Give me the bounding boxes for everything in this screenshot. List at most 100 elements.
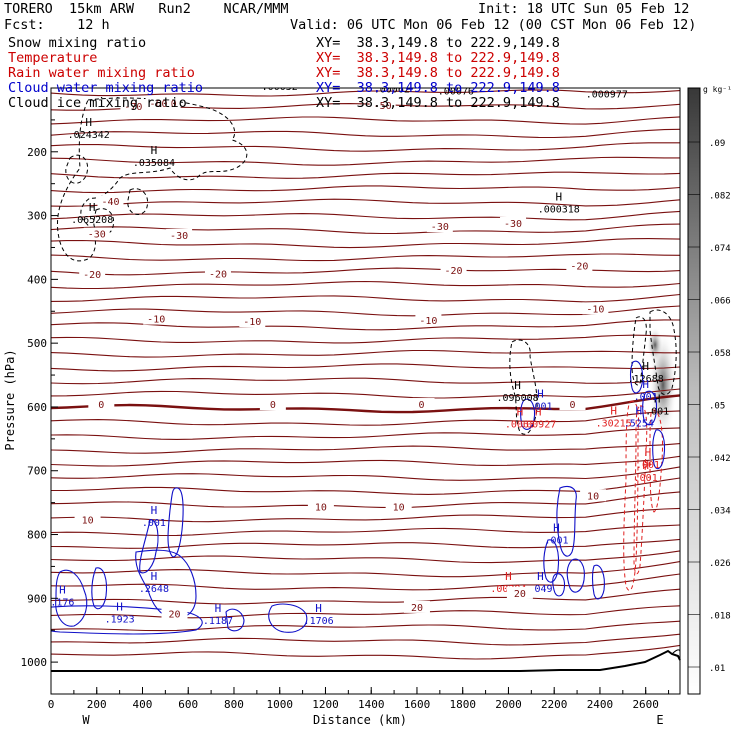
max-value-label: .5254 xyxy=(624,419,654,430)
temperature-label: -70 xyxy=(124,102,142,113)
colorbar-label: .074 xyxy=(709,244,731,254)
isotherm xyxy=(51,377,680,385)
max-value-label: .001 xyxy=(636,460,660,471)
legend-temperature: Temperature xyxy=(8,50,98,66)
temp-label-bg xyxy=(259,398,286,411)
temp-label-bg xyxy=(566,259,593,272)
temperature-labels: 0 0 0 0 -10 -10 -10 -10 10 10 10 10 20 20 20 -20 -20 -20 -… xyxy=(74,96,609,620)
max-marker: H xyxy=(315,602,322,615)
colorbar-label: .018 xyxy=(709,612,731,622)
colorbar-unit: g kg⁻¹ xyxy=(703,85,732,94)
max-value-label: .176 xyxy=(50,597,74,608)
temp-label-bg xyxy=(143,312,170,325)
temperature-label: 10 xyxy=(82,515,94,526)
isotherm xyxy=(51,573,680,591)
x-tick-label: 2000 xyxy=(495,698,522,711)
max-marker: H xyxy=(603,76,610,89)
temp-label-bg xyxy=(559,398,586,411)
isotherm xyxy=(51,455,680,467)
x-tick-label: 1800 xyxy=(449,698,476,711)
isotherm xyxy=(51,210,680,221)
max-marker: H xyxy=(151,504,158,517)
temp-label-bg xyxy=(120,100,147,113)
max-marker: H xyxy=(645,446,652,459)
colorbar-label: .066 xyxy=(709,297,731,307)
terrain-line xyxy=(51,649,681,672)
max-value-label: .024342 xyxy=(68,130,110,141)
x-axis: 0 200 400 600 800 1000 1200 1400 1600 1800 2000 220… xyxy=(48,687,670,711)
legend-snow: Snow mixing ratio xyxy=(8,35,147,51)
max-marker: H xyxy=(151,570,158,583)
colorbar-label: .01 xyxy=(709,664,725,674)
x-tick-label: 2200 xyxy=(541,698,568,711)
max-value-label: .001 xyxy=(142,518,166,529)
xy-cloud-ice: XY= 38.3,149.8 to 222.9,149.8 xyxy=(316,95,560,111)
snow-contours xyxy=(56,97,677,435)
colorbar-label: .058 xyxy=(709,349,731,359)
y-tick-label: 400 xyxy=(27,273,47,286)
isotherm xyxy=(51,253,680,262)
isotherm xyxy=(51,198,680,207)
temperature-label: -30 xyxy=(504,219,522,230)
temp-label-bg xyxy=(307,500,334,513)
temp-label-bg xyxy=(166,228,193,241)
temperature-label: -50 xyxy=(374,101,392,112)
max-value-label: .12688 xyxy=(628,374,664,385)
temp-label-bg xyxy=(580,489,607,502)
max-marker: H xyxy=(517,405,524,418)
temperature-label: -20 xyxy=(83,270,101,281)
temp-label-bg xyxy=(403,600,430,613)
temperature-label: 20 xyxy=(514,589,526,600)
isotherm xyxy=(51,363,680,372)
isotherm xyxy=(51,633,680,646)
isotherm xyxy=(51,280,680,290)
legend-cloud-water: Cloud water mixing ratio xyxy=(8,80,204,96)
temperature-label: 20 xyxy=(411,603,423,614)
temp-label-bg xyxy=(161,607,188,620)
y-tick-label: 900 xyxy=(27,592,47,605)
isotherm xyxy=(51,388,680,399)
isotherm xyxy=(51,443,680,454)
temp-label-bg xyxy=(385,500,412,513)
x-tick-label: 0 xyxy=(48,698,55,711)
temp-label-bg xyxy=(97,195,124,208)
x-tick-label: 200 xyxy=(87,698,107,711)
temp-label-bg xyxy=(74,513,101,526)
max-value-label: .0063 xyxy=(505,419,535,430)
max-marker: H xyxy=(642,360,649,373)
max-value-label: .001 xyxy=(645,407,669,418)
max-value-label: .00927 xyxy=(520,419,556,430)
x-tick-label: 1000 xyxy=(266,698,293,711)
colorbar: g kg⁻¹ .09 .082 .074 .066 .058 .05 .042 .034 .02… xyxy=(687,85,732,695)
isotherm xyxy=(51,238,680,249)
max-marker: H xyxy=(151,144,158,157)
xy-temperature: XY= 38.3,149.8 to 222.9,149.8 xyxy=(316,50,560,66)
max-value-label: .1706 xyxy=(304,616,334,627)
isotherm xyxy=(51,334,680,344)
isotherm xyxy=(51,466,680,481)
plot-area: H.024342H.035084H.065208H.000318H.000977… xyxy=(50,76,681,695)
xy-snow: XY= 38.3,149.8 to 222.9,149.8 xyxy=(316,35,560,51)
max-value-label: .1187 xyxy=(203,616,233,627)
isotherm xyxy=(51,410,680,426)
x-tick-label: 1600 xyxy=(404,698,431,711)
temperature-isotherms xyxy=(51,89,680,660)
max-value-label: .1923 xyxy=(105,615,135,626)
temperature-label: -20 xyxy=(570,262,588,273)
max-marker: H xyxy=(505,570,512,583)
temp-label-bg xyxy=(500,216,527,229)
isotherm xyxy=(51,588,680,605)
max-value-label: .00052 xyxy=(262,82,298,93)
temperature-label: 10 xyxy=(315,503,327,514)
y-tick-label: 700 xyxy=(27,465,47,478)
max-value-label: .001 xyxy=(544,535,568,546)
x-tick-label: 2600 xyxy=(632,698,659,711)
forecast-hour: Fcst: 12 h xyxy=(4,17,110,33)
isotherm xyxy=(51,620,680,632)
max-value-label: .2648 xyxy=(139,584,169,595)
isotherm xyxy=(51,644,680,660)
legend-cloud-ice: Cloud ice mixing ratio xyxy=(8,95,187,111)
temperature-label: 10 xyxy=(587,491,599,502)
temperature-label: 10 xyxy=(393,503,405,514)
x-tick-label: 800 xyxy=(224,698,244,711)
